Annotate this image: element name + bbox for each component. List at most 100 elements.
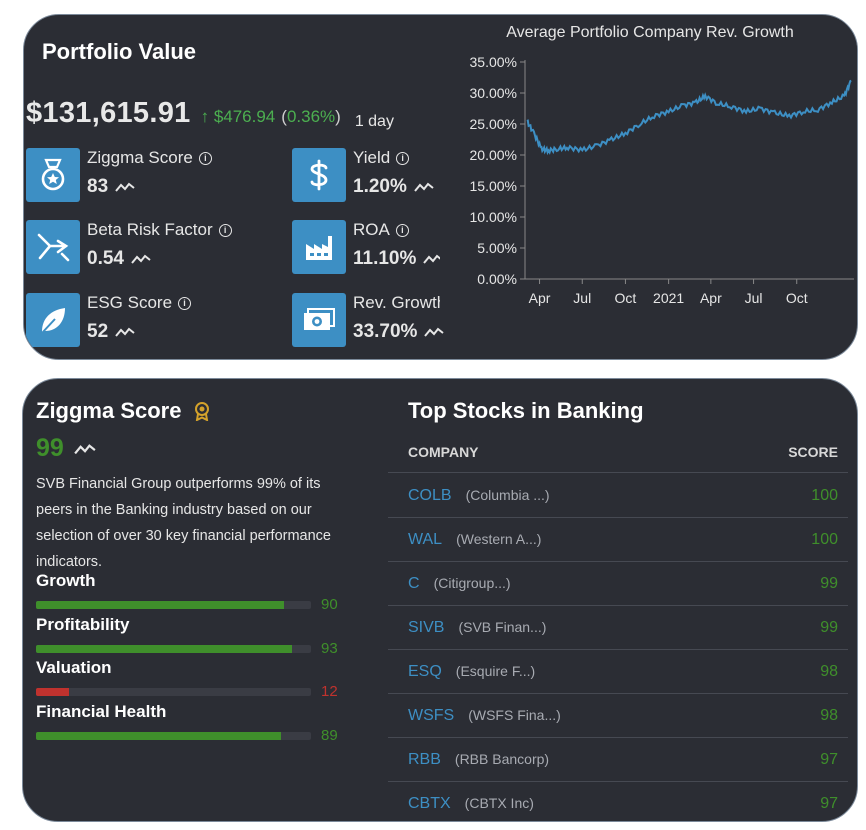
x-tick-label: Oct (615, 290, 637, 306)
metric-beta-risk[interactable]: Beta Risk Factor i 0.54 (26, 220, 232, 274)
medal-icon (26, 148, 80, 202)
portfolio-change-percent: (0.36%) (281, 107, 341, 126)
metric-label: Ziggma Score (87, 148, 193, 167)
metric-label: ESG Score (87, 293, 173, 312)
bar-fill (36, 600, 284, 609)
trend-icon[interactable] (424, 326, 445, 338)
metric-ziggma-score[interactable]: Ziggma Score i 83 (26, 148, 212, 202)
bar-fill (36, 687, 69, 696)
info-icon[interactable]: i (396, 151, 410, 165)
x-tick-label: Jul (573, 290, 591, 306)
stock-ticker[interactable]: WAL (408, 530, 443, 548)
bar-track (36, 644, 311, 653)
ziggma-score-value: 99 (36, 434, 64, 462)
y-tick-label: 15.00% (470, 178, 517, 194)
trend-icon[interactable] (115, 326, 135, 338)
stock-score: 97 (820, 750, 838, 768)
col-company-header[interactable]: COMPANY (408, 443, 479, 460)
stock-ticker[interactable]: COLB (408, 486, 452, 504)
stock-name: (Western A...) (456, 530, 542, 547)
stock-ticker[interactable]: CBTX (408, 794, 451, 812)
metric-value: 33.70% (353, 321, 418, 342)
stock-ticker[interactable]: ESQ (408, 662, 442, 680)
stock-score: 97 (820, 794, 838, 812)
trend-icon[interactable] (131, 253, 151, 265)
bar-value: 90 (321, 596, 338, 613)
metric-value: 83 (87, 176, 109, 197)
metric-esg-score[interactable]: ESG Score i 52 (26, 293, 192, 347)
table-row[interactable]: WSFS (WSFS Fina...) 98 (388, 694, 848, 738)
period-selector[interactable]: 1 day (354, 113, 394, 130)
table-row[interactable]: COLB (Columbia ...) 100 (388, 474, 848, 518)
table-row[interactable]: RBB (RBB Bancorp) 97 (388, 738, 848, 782)
beta-icon (26, 220, 80, 274)
info-icon[interactable]: i (395, 223, 409, 237)
trend-icon[interactable] (423, 253, 444, 265)
stock-ticker[interactable]: RBB (408, 750, 441, 768)
leaf-icon (26, 293, 80, 347)
trend-icon[interactable] (115, 181, 135, 193)
metric-roa[interactable]: ROA i 11.10% (292, 220, 444, 274)
stock-score: 98 (820, 706, 838, 724)
portfolio-change: ↑ $476.94 (201, 107, 276, 127)
stock-ticker[interactable]: SIVB (408, 618, 445, 636)
ziggma-description: SVB Financial Group outperforms 99% of i… (36, 476, 331, 570)
bar-track (36, 731, 311, 740)
y-tick-label: 20.00% (470, 147, 517, 163)
y-tick-label: 0.00% (477, 271, 517, 287)
y-tick-label: 5.00% (477, 240, 517, 256)
stock-ticker[interactable]: WSFS (408, 706, 455, 724)
ziggma-title: Ziggma Score (36, 398, 211, 424)
stock-name: (SVB Finan...) (458, 618, 547, 635)
table-row[interactable]: C (Citigroup...) 99 (388, 562, 848, 606)
up-arrow-icon: ↑ (200, 107, 210, 126)
bar-track (36, 687, 311, 696)
metric-label: Yield (353, 148, 391, 167)
stock-name: (CBTX Inc) (464, 794, 534, 811)
col-score-header[interactable]: SCORE (788, 443, 838, 460)
y-tick-label: 10.00% (470, 209, 517, 225)
metric-value: 1.20% (353, 176, 407, 197)
bar-value: 89 (321, 727, 338, 744)
stock-score: 99 (820, 574, 838, 592)
bar-label: Profitability (36, 615, 130, 634)
stock-name: (RBB Bancorp) (454, 750, 550, 767)
score-bar-profitability: Profitability 93 (36, 615, 356, 657)
bar-label: Growth (36, 571, 96, 590)
dollar-icon (292, 148, 346, 202)
table-row[interactable]: ESQ (Esquire F...) 98 (388, 650, 848, 694)
rev-growth-chart: Average Portfolio Company Rev. Growth 0.… (440, 18, 857, 318)
metric-label: Rev. Growth (353, 293, 447, 312)
stock-name: (Citigroup...) (433, 574, 511, 591)
metric-yield[interactable]: Yield i 1.20% (292, 148, 434, 202)
trend-icon[interactable] (414, 181, 434, 193)
bar-fill (36, 644, 292, 653)
metric-rev-growth[interactable]: Rev. Growthi 33.70% (292, 293, 466, 347)
x-tick-label: Oct (786, 290, 808, 306)
ziggma-score: 99 (36, 434, 96, 463)
change-percent: 0.36% (286, 107, 336, 126)
portfolio-value: $131,615.91 (26, 97, 191, 129)
table-row[interactable]: CBTX (CBTX Inc) 97 (388, 782, 848, 821)
y-tick-label: 30.00% (470, 85, 517, 101)
x-tick-label: 2021 (653, 290, 684, 306)
score-bar-financial-health: Financial Health 89 (36, 702, 356, 744)
table-row[interactable]: SIVB (SVB Finan...) 99 (388, 606, 848, 650)
info-icon[interactable]: i (198, 151, 212, 165)
trend-icon[interactable] (74, 442, 96, 456)
portfolio-value-row: $131,615.91 ↑ $476.94 (0.36%) 1 day (26, 97, 394, 130)
metric-value: 0.54 (87, 248, 124, 269)
info-icon[interactable]: i (178, 296, 192, 310)
table-row[interactable]: WAL (Western A...) 100 (388, 518, 848, 562)
y-tick-label: 35.00% (470, 54, 517, 70)
stock-score: 99 (820, 618, 838, 636)
stock-score: 100 (811, 486, 838, 504)
ziggma-title-text: Ziggma Score (36, 398, 182, 423)
bar-value: 93 (321, 640, 338, 657)
score-bar-growth: Growth 90 (36, 571, 356, 613)
bar-value: 12 (321, 683, 338, 700)
info-icon[interactable]: i (218, 223, 232, 237)
stock-ticker[interactable]: C (408, 574, 420, 592)
money-icon (292, 293, 346, 347)
stock-score: 100 (811, 530, 838, 548)
